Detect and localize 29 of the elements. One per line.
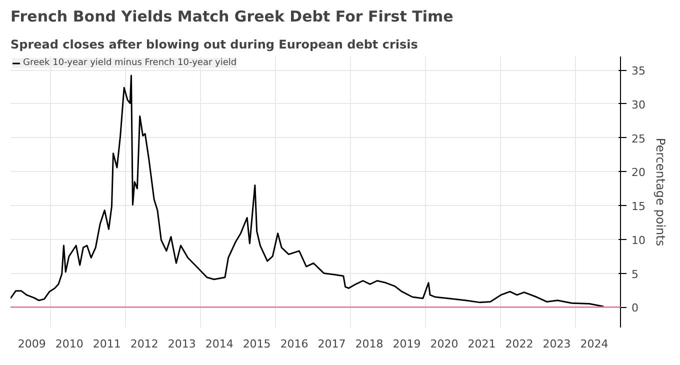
- x-tick-label: 2011: [92, 338, 121, 350]
- y-tick-label: 15: [632, 200, 646, 214]
- x-tick-label: 2015: [242, 338, 271, 350]
- chart-title: French Bond Yields Match Greek Debt For First Time: [10, 8, 454, 26]
- y-tick-label: 10: [632, 234, 646, 247]
- x-tick-label: 2012: [130, 338, 158, 350]
- x-tick-label: 2013: [168, 338, 196, 350]
- x-tick-label: 2019: [392, 338, 421, 350]
- y-tick-label: 30: [632, 98, 646, 112]
- legend-label: Greek 10-year yield minus French 10-year yield: [23, 58, 237, 68]
- x-tick-label: 2018: [355, 338, 384, 350]
- line-series: [10, 74, 604, 308]
- chart-subtitle: Spread closes after blowing out during European debt crisis: [10, 38, 418, 52]
- y-tick-label: 20: [632, 166, 646, 180]
- y-tick-label: 25: [632, 132, 646, 146]
- y-tick-label: 5: [632, 268, 638, 281]
- x-tick-label: 2016: [280, 338, 308, 350]
- x-tick-label: 2021: [468, 338, 496, 350]
- y-tick-label: 35: [632, 64, 646, 78]
- y-axis-title: Percentage points: [653, 138, 668, 246]
- y-tick-label: 0: [632, 302, 638, 315]
- x-tick-label: 2010: [55, 338, 84, 350]
- x-tick-label: 2009: [18, 338, 46, 350]
- x-tick-label: 2022: [505, 338, 534, 350]
- x-tick-label: 2024: [580, 338, 608, 350]
- x-tick-label: 2017: [318, 338, 346, 350]
- x-tick-label: 2020: [430, 338, 458, 350]
- x-tick-label: 2023: [542, 338, 571, 350]
- x-tick-label: 2014: [205, 338, 234, 350]
